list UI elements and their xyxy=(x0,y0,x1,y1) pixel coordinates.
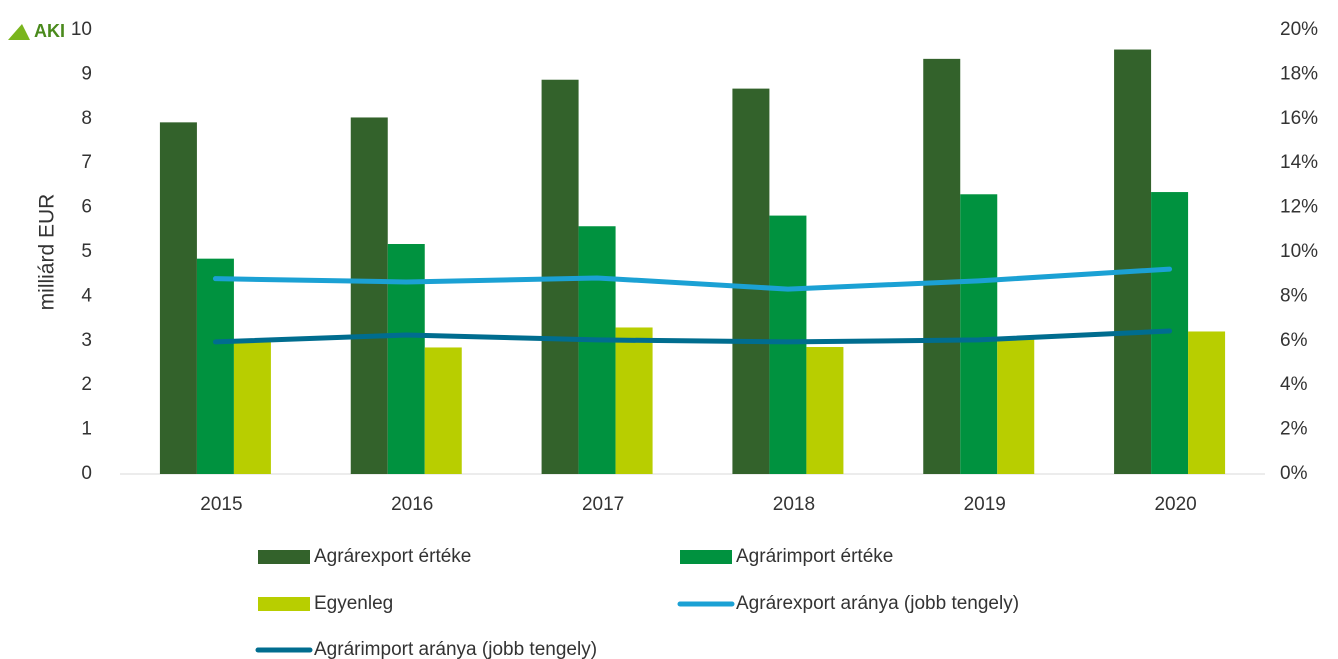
legend-label: Agrárexport értéke xyxy=(314,546,471,567)
bar xyxy=(159,122,197,475)
x-tick-label: 2016 xyxy=(391,494,433,515)
bar xyxy=(196,258,234,474)
bar xyxy=(387,244,425,474)
bar xyxy=(997,338,1035,474)
y2-tick-label: 0% xyxy=(1280,463,1308,484)
logo: AKI xyxy=(8,21,65,41)
x-tick-label: 2015 xyxy=(200,494,242,515)
y2-tick-label: 12% xyxy=(1280,197,1318,218)
y2-tick-label: 16% xyxy=(1280,108,1318,129)
y-tick-label: 0 xyxy=(81,463,92,484)
y-tick-label: 4 xyxy=(81,285,92,306)
line xyxy=(212,328,1173,345)
y-tick-label: 9 xyxy=(81,63,92,84)
y2-tick-label: 4% xyxy=(1280,374,1308,395)
y2-tick-label: 18% xyxy=(1280,63,1318,84)
x-tick-label: 2018 xyxy=(773,494,815,515)
legend-label: Agrárimport aránya (jobb tengely) xyxy=(314,639,597,659)
bar xyxy=(923,58,961,475)
bar xyxy=(350,117,388,474)
y2-tick-label: 14% xyxy=(1280,152,1318,173)
legend-swatch xyxy=(258,550,310,564)
x-tick-label: 2020 xyxy=(1154,494,1196,515)
legend-swatch xyxy=(258,597,310,611)
bar xyxy=(424,347,462,474)
y-tick-label: 8 xyxy=(81,108,92,129)
line xyxy=(212,266,1173,292)
legend-swatch xyxy=(680,550,732,564)
logo-shape xyxy=(8,24,30,40)
y-tick-label: 2 xyxy=(81,374,92,395)
bar xyxy=(806,347,844,474)
logo-text: AKI xyxy=(34,21,65,41)
bar xyxy=(769,215,807,475)
legend-label: Agrárimport értéke xyxy=(736,546,893,567)
y-axis-label: milliárd EUR xyxy=(36,194,59,311)
y-tick-label: 3 xyxy=(81,330,92,351)
x-tick-label: 2017 xyxy=(582,494,624,515)
y2-tick-label: 6% xyxy=(1280,330,1308,351)
bar xyxy=(578,226,616,474)
y2-tick-label: 2% xyxy=(1280,419,1308,440)
y-tick-label: 6 xyxy=(81,197,92,218)
bar xyxy=(615,327,653,474)
y-tick-label: 5 xyxy=(81,241,92,262)
y-tick-label: 10 xyxy=(71,19,92,40)
bar xyxy=(1188,331,1226,474)
y2-tick-label: 20% xyxy=(1280,19,1318,40)
x-tick-label: 2019 xyxy=(964,494,1006,515)
bar xyxy=(960,194,998,474)
bar xyxy=(1114,49,1152,474)
bar xyxy=(233,340,271,474)
y2-tick-label: 10% xyxy=(1280,241,1318,262)
legend-label: Agrárexport aránya (jobb tengely) xyxy=(736,593,1019,614)
y-tick-label: 7 xyxy=(81,152,92,173)
y-tick-label: 1 xyxy=(81,419,92,440)
legend-label: Egyenleg xyxy=(314,593,393,614)
bar xyxy=(732,88,770,474)
y2-tick-label: 8% xyxy=(1280,285,1308,306)
